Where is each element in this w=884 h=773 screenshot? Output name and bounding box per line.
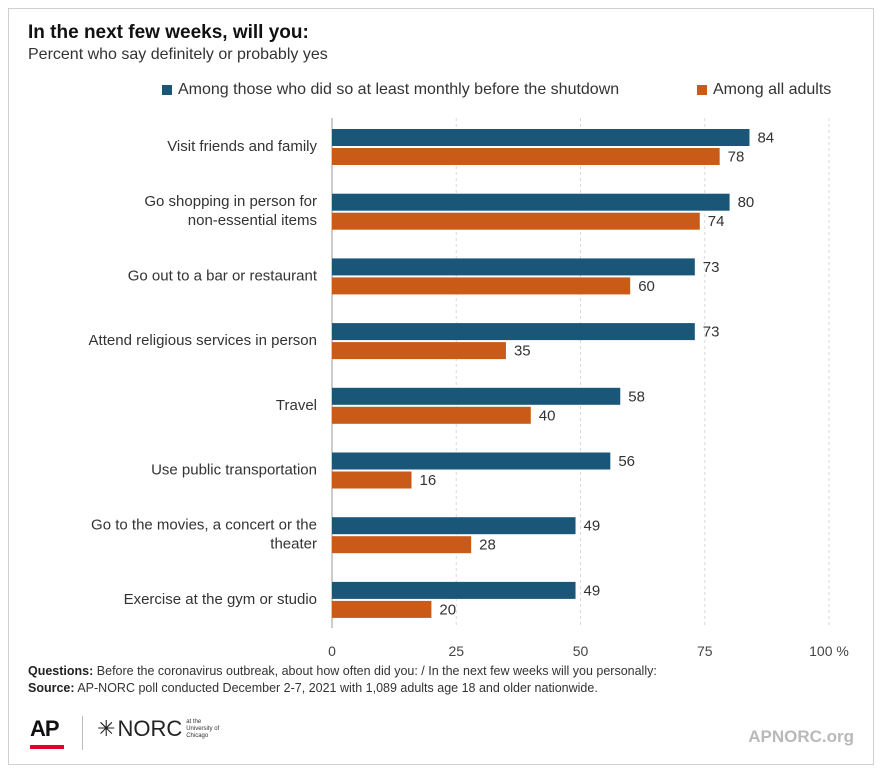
data-label-all-adults: 40 <box>539 407 556 424</box>
category-label: Travel <box>276 397 317 414</box>
legend: Among those who did so at least monthly … <box>0 81 884 101</box>
legend-swatch-monthly <box>162 85 172 95</box>
bar-monthly <box>332 581 576 599</box>
source-note: Source: AP-NORC poll conducted December … <box>28 680 657 697</box>
category-label: Exercise at the gym or studio <box>124 591 317 608</box>
x-tick-label-0: 0 <box>328 643 336 659</box>
ap-logo-underline <box>30 745 64 749</box>
data-label-all-adults: 60 <box>638 278 655 295</box>
category-label: Use public transportation <box>151 462 317 479</box>
x-tick-label-100: 100 % <box>809 643 849 659</box>
data-label-monthly: 49 <box>584 518 601 535</box>
ap-logo: AP <box>30 716 60 741</box>
legend-label-all-adults: Among all adults <box>713 81 832 98</box>
bar-all-adults <box>332 148 720 165</box>
bar-monthly <box>332 258 695 276</box>
norc-logo-text: NORC <box>117 716 183 741</box>
bar-all-adults <box>332 277 631 295</box>
bar-monthly <box>332 452 611 470</box>
data-label-all-adults: 78 <box>728 149 745 166</box>
questions-text: Before the coronavirus outbreak, about h… <box>96 664 657 678</box>
category-label: Go out to a bar or restaurant <box>128 267 318 284</box>
data-label-monthly: 84 <box>757 130 774 147</box>
bar-monthly <box>332 387 621 405</box>
category-label: Go shopping in person for non-essential i… <box>144 193 317 229</box>
source-text: AP-NORC poll conducted December 2-7, 202… <box>77 681 598 695</box>
data-label-all-adults: 28 <box>479 537 496 554</box>
chart-subtitle: Percent who say definitely or probably y… <box>28 46 328 63</box>
data-label-all-adults: 74 <box>708 213 725 230</box>
bar-all-adults <box>332 212 700 230</box>
website-label: APNORC.org <box>748 727 854 746</box>
bar-monthly <box>332 517 576 535</box>
legend-swatch-all-adults <box>697 85 707 95</box>
category-label: Go to the movies, a concert or the theate… <box>91 517 317 553</box>
bar-all-adults <box>332 471 412 489</box>
x-tick-label-75: 75 <box>697 643 713 659</box>
data-label-monthly: 73 <box>703 324 720 341</box>
questions-note: Questions: Before the coronavirus outbre… <box>28 663 657 680</box>
bar-all-adults <box>332 342 506 360</box>
category-label: Attend religious services in person <box>89 332 317 349</box>
norc-logo-subtext: at the University of Chicago <box>186 718 220 739</box>
legend-item-monthly: Among those who did so at least monthly … <box>162 81 619 99</box>
bar-monthly <box>332 323 695 341</box>
data-label-all-adults: 35 <box>514 343 531 360</box>
logo-divider <box>82 716 83 750</box>
data-label-monthly: 58 <box>628 388 645 405</box>
data-label-all-adults: 16 <box>420 472 437 489</box>
data-label-monthly: 80 <box>738 194 755 211</box>
legend-item-all-adults: Among all adults <box>697 81 831 99</box>
x-tick-label-50: 50 <box>573 643 589 659</box>
x-tick-label-25: 25 <box>448 643 464 659</box>
data-label-monthly: 73 <box>703 259 720 276</box>
bar-all-adults <box>332 406 531 424</box>
norc-star-icon: ✳ <box>97 716 116 741</box>
chart-notes: Questions: Before the coronavirus outbre… <box>28 663 657 697</box>
source-label: Source: <box>28 681 75 695</box>
bar-monthly <box>332 129 750 146</box>
bar-all-adults <box>332 536 472 554</box>
bar-all-adults <box>332 600 432 618</box>
questions-label: Questions: <box>28 664 94 678</box>
chart-title: In the next few weeks, will you: <box>28 22 309 43</box>
bar-monthly <box>332 193 730 211</box>
legend-label-monthly: Among those who did so at least monthly … <box>178 81 620 98</box>
category-label: Visit friends and family <box>167 138 317 155</box>
data-label-monthly: 49 <box>584 582 601 599</box>
norc-logo: ✳ NORC at the University of Chicago <box>97 716 220 742</box>
data-label-monthly: 56 <box>618 453 635 470</box>
data-label-all-adults: 20 <box>439 601 456 618</box>
